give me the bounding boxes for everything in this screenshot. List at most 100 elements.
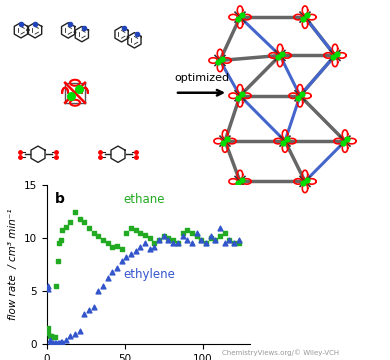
Point [156, 238, 162, 243]
Text: optimized: optimized [174, 73, 230, 83]
Point [55, 258, 61, 264]
Point [179, 230, 186, 236]
Point [226, 238, 232, 243]
Point [45, 286, 51, 292]
Point [47, 337, 53, 342]
Point [53, 341, 59, 346]
Point [86, 307, 92, 313]
Point [133, 248, 139, 254]
Point [48, 333, 55, 339]
Point [90, 230, 97, 236]
Point [123, 230, 129, 236]
Point [62, 337, 69, 342]
Point [156, 238, 162, 243]
Point [231, 240, 237, 246]
Point [137, 230, 144, 236]
Point [114, 265, 120, 271]
Point [86, 225, 92, 230]
Text: ethane: ethane [124, 193, 165, 206]
Point [217, 233, 223, 239]
Point [137, 244, 144, 249]
Point [105, 240, 111, 246]
Point [207, 233, 214, 239]
Point [56, 240, 62, 246]
Point [58, 339, 64, 345]
Point [142, 240, 148, 246]
Point [76, 328, 83, 334]
Point [198, 238, 204, 243]
Point [207, 235, 214, 241]
Point [109, 269, 115, 275]
Point [50, 334, 56, 340]
Point [231, 240, 237, 246]
Point [222, 230, 228, 236]
Point [212, 238, 218, 243]
Text: b: b [55, 192, 65, 206]
Point [175, 240, 181, 246]
Point [48, 339, 55, 345]
Point [53, 283, 59, 289]
Point [119, 246, 125, 252]
Point [170, 240, 176, 246]
Point [222, 240, 228, 246]
Point [203, 240, 209, 246]
Point [123, 254, 129, 260]
Point [133, 227, 139, 233]
Point [45, 330, 51, 336]
Point [55, 341, 61, 346]
Text: ChemistryViews.org/© Wiley-VCH: ChemistryViews.org/© Wiley-VCH [222, 350, 339, 356]
Point [59, 227, 66, 233]
Point [51, 334, 58, 340]
Point [236, 240, 242, 246]
Point [51, 340, 58, 346]
Point [109, 244, 115, 249]
Text: ethylene: ethylene [124, 268, 176, 281]
Y-axis label: flow rate  / cm³ min⁻¹: flow rate / cm³ min⁻¹ [8, 209, 18, 320]
Point [95, 233, 101, 239]
Point [184, 238, 190, 243]
Point [198, 238, 204, 243]
Point [47, 333, 53, 339]
Point [50, 340, 56, 346]
Point [161, 233, 167, 239]
Point [217, 225, 223, 230]
Point [44, 283, 51, 289]
Point [119, 258, 125, 264]
Point [128, 225, 134, 230]
Point [72, 209, 78, 215]
Point [147, 235, 153, 241]
Point [179, 233, 186, 239]
Point [67, 220, 73, 225]
Point [44, 325, 51, 331]
Point [105, 275, 111, 281]
Point [212, 238, 218, 243]
Point [59, 339, 66, 345]
Point [184, 227, 190, 233]
Point [95, 288, 101, 294]
Point [189, 240, 195, 246]
Point [189, 230, 195, 236]
Point [193, 233, 200, 239]
Point [151, 244, 158, 249]
Point [161, 233, 167, 239]
Point [67, 333, 73, 339]
Point [226, 238, 232, 243]
Point [170, 238, 176, 243]
Point [193, 230, 200, 236]
Point [56, 340, 62, 346]
Point [81, 311, 87, 317]
Point [165, 235, 172, 241]
Point [62, 224, 69, 229]
Point [100, 238, 106, 243]
Point [72, 332, 78, 337]
Point [76, 216, 83, 222]
Point [114, 243, 120, 248]
Point [151, 240, 158, 246]
Point [147, 246, 153, 252]
Point [100, 283, 106, 289]
Point [128, 251, 134, 257]
Point [58, 238, 64, 243]
Point [203, 240, 209, 246]
Point [236, 238, 242, 243]
Point [90, 304, 97, 310]
